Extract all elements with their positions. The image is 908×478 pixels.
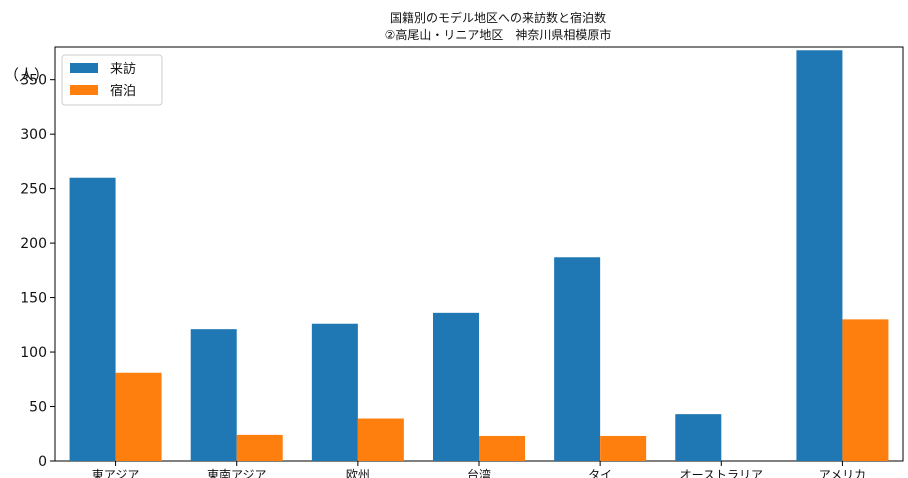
bar-stays-2 [357,418,404,461]
bar-stays-6 [842,319,889,461]
x-tick-label: オーストラリア [680,468,763,478]
y-tick-label: 200 [20,236,47,252]
x-tick-label: アメリカ [819,468,866,478]
bar-stays-1 [236,434,283,461]
bar-visits-0 [69,177,116,461]
bar-visits-1 [190,329,237,461]
y-axis-unit-label: （人） [4,66,49,84]
y-tick-label: 350 [20,73,47,89]
bar-visits-4 [554,257,601,461]
y-axis: 0 50 100 150 200 250 300 350 [20,73,55,470]
x-tick-label: 台湾 [467,467,491,478]
chart-title-line-1: 国籍別のモデル地区への来訪数と宿泊数 [390,10,606,25]
bar-visits-6 [796,50,843,461]
legend-swatch-stays [70,85,98,95]
x-axis: 東アジア 東南アジア 欧州 台湾 タイ オーストラリア アメリカ [92,461,866,478]
x-tick-label: 欧州 [346,468,370,478]
x-tick-label: 東アジア [92,468,140,478]
x-tick-label: 東南アジア [207,467,267,478]
y-tick-label: 100 [20,345,47,361]
legend-swatch-visits [70,63,98,73]
bar-visits-5 [675,414,722,461]
y-tick-label: 250 [20,182,47,198]
bar-visits-2 [311,323,358,461]
legend: 来訪 宿泊 [61,54,163,106]
x-tick-label: タイ [588,468,612,478]
bar-stays-4 [600,435,647,461]
bar-visits-3 [433,312,479,461]
y-tick-label: 150 [20,291,47,307]
bar-stays-0 [115,372,162,461]
y-tick-label: 300 [20,127,47,143]
legend-label-stays: 宿泊 [110,83,136,99]
bar-stays-3 [479,435,525,461]
bars-group [69,50,889,461]
legend-label-visits: 来訪 [110,61,136,77]
chart-title-line-2: ②高尾山・リニア地区 神奈川県相模原市 [385,27,612,42]
y-tick-label: 50 [29,400,47,416]
y-tick-label: 0 [38,454,47,470]
